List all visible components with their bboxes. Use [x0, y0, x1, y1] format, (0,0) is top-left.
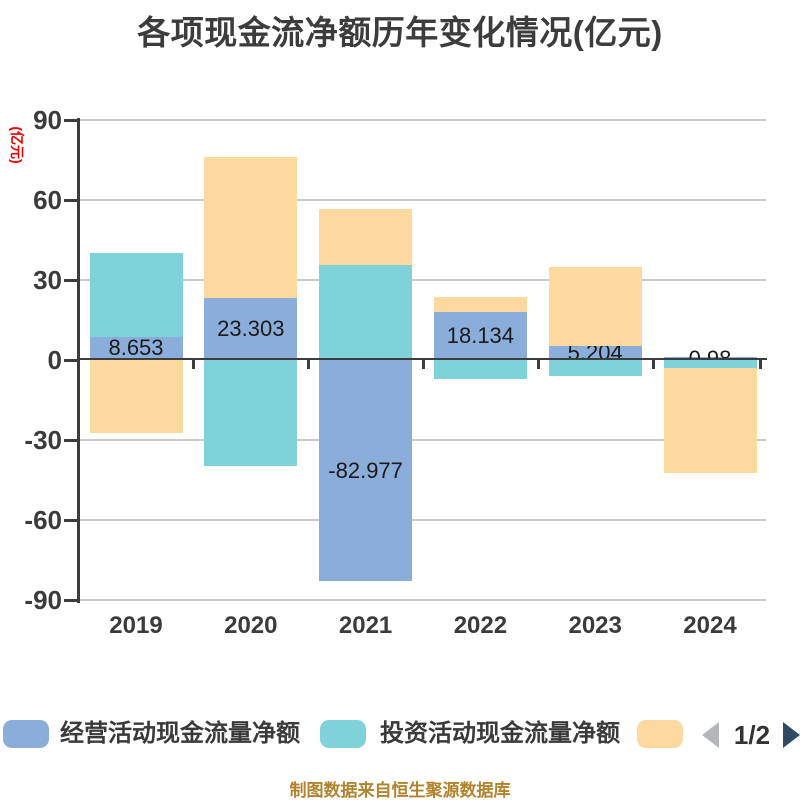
bar-financing-2019[interactable] — [89, 360, 183, 434]
y-tick-label: 30 — [33, 265, 62, 295]
legend-swatch-operating[interactable] — [3, 720, 49, 748]
chart-title: 各项现金流净额历年变化情况(亿元) — [137, 14, 663, 51]
bar-operating-2020[interactable] — [204, 297, 298, 360]
gridline-30 — [80, 279, 766, 281]
bar-financing-2021[interactable] — [319, 209, 413, 266]
y-tick-mark — [64, 359, 77, 362]
x-tick-mark — [537, 359, 540, 369]
gridline-90 — [80, 119, 766, 121]
value-label-2019: 8.653 — [108, 335, 164, 361]
x-tick-mark — [652, 359, 655, 369]
y-tick-label: -60 — [24, 505, 62, 535]
bar-financing-2024[interactable] — [663, 368, 757, 474]
bar-investing-2024[interactable] — [663, 360, 757, 369]
x-tick-mark — [191, 359, 195, 369]
y-tick-mark — [64, 439, 77, 442]
y-tick-label: 60 — [33, 185, 62, 215]
bar-investing-2021[interactable] — [319, 265, 413, 360]
x-tick-mark — [758, 359, 762, 369]
category-label-2019: 2019 — [109, 612, 163, 639]
gridline-60 — [80, 199, 766, 201]
bar-operating-2023[interactable] — [548, 346, 642, 360]
category-label-2023: 2023 — [568, 612, 622, 639]
y-tick-mark — [64, 199, 77, 202]
value-label-2021: -82.977 — [328, 457, 403, 483]
gridline--30 — [80, 439, 766, 441]
bar-investing-2019[interactable] — [89, 253, 183, 337]
gridline--90 — [80, 599, 766, 601]
bar-operating-2022[interactable] — [433, 311, 527, 360]
legend-swatch-investing[interactable] — [320, 720, 366, 748]
bar-financing-2022[interactable] — [433, 296, 527, 312]
bar-investing-2022[interactable] — [433, 360, 527, 379]
pager-prev-arrow[interactable] — [702, 722, 719, 748]
y-tick-mark — [64, 279, 77, 282]
pager-next-arrow[interactable] — [783, 722, 800, 748]
y-axis-line — [77, 118, 80, 603]
gridline--60 — [80, 519, 766, 521]
value-label-2020: 23.303 — [217, 315, 285, 341]
value-label-2022: 18.134 — [446, 322, 515, 348]
y-tick-label: 0 — [47, 345, 62, 375]
bar-operating-2021[interactable] — [319, 360, 413, 582]
y-tick-label: -90 — [24, 585, 62, 615]
y-tick-label: 90 — [33, 105, 62, 135]
y-tick-mark — [64, 599, 77, 602]
plot-area: 90 60 30 0 -30 -60 -90 8.653 2019 23.303 2020 -82.9… — [24, 105, 767, 639]
y-tick-mark — [64, 119, 77, 122]
pager-page-indicator: 1/2 — [733, 720, 771, 750]
bar-financing-2020[interactable] — [204, 157, 298, 298]
bar-operating-2019[interactable] — [89, 336, 183, 360]
bar-financing-2023[interactable] — [548, 266, 642, 347]
bar-investing-2020[interactable] — [204, 360, 298, 466]
y-tick-mark — [64, 519, 77, 522]
category-label-2021: 2021 — [338, 612, 393, 639]
x-tick-mark — [421, 359, 425, 369]
category-label-2020: 2020 — [224, 612, 278, 639]
legend-swatch-financing[interactable] — [637, 720, 683, 748]
category-label-2022: 2022 — [453, 612, 508, 639]
legend-label-operating[interactable]: 经营活动现金流量净额 — [60, 720, 300, 747]
x-tick-mark — [306, 359, 310, 369]
bar-investing-2023[interactable] — [548, 360, 642, 376]
legend-label-investing[interactable]: 投资活动现金流量净额 — [380, 720, 620, 747]
category-label-2024: 2024 — [683, 612, 737, 639]
y-tick-label: -30 — [24, 425, 62, 455]
footer-source: 制图数据来自恒生聚源数据库 — [289, 781, 511, 800]
